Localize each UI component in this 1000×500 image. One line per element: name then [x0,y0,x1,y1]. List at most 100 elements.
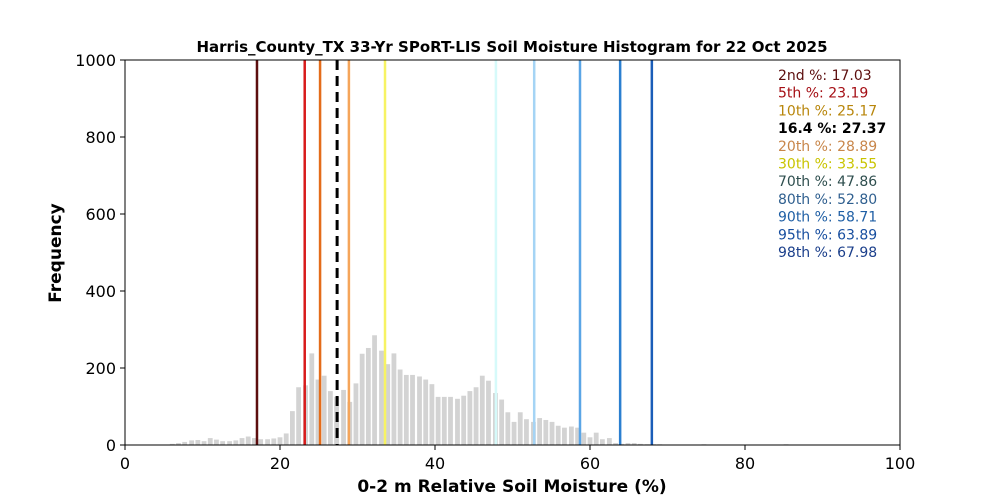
histogram-bar [327,391,333,445]
histogram-bar [315,379,321,445]
histogram-bar [283,433,289,445]
legend-entry: 30th %: 33.55 [778,157,877,173]
histogram-bar [277,437,283,445]
legend-entry: 80th %: 52.80 [778,192,877,208]
histogram-bar [309,353,315,445]
histogram-bar [473,387,479,445]
histogram-bar [613,443,618,445]
legend-entry: 20th %: 28.89 [778,139,877,155]
histogram-bar [631,443,637,445]
legend-entry: 10th %: 25.17 [778,103,877,119]
histogram-bar [619,443,625,445]
histogram-bar [207,438,213,445]
histogram-bar [379,350,384,445]
histogram-bar [220,441,226,445]
x-tick-label: 40 [425,454,445,473]
histogram-bar [403,374,409,445]
x-tick-label: 60 [580,454,600,473]
plot-frame [124,59,901,446]
chart-title: Harris_County_TX 33-Yr SPoRT-LIS Soil Mo… [196,38,827,56]
histogram-bar [214,439,219,445]
legend-entry: 2nd %: 17.03 [778,68,872,84]
histogram-bar [499,399,505,445]
histogram-bar [227,441,233,445]
histogram-bar [549,421,555,445]
histogram-bar [423,379,429,445]
histogram-bar [189,440,195,445]
x-tick-label: 20 [270,454,290,473]
histogram-bar [252,438,257,445]
x-axis-label: 0-2 m Relative Soil Moisture (%) [357,477,666,497]
histogram-bar [233,440,239,445]
histogram-bar [517,412,523,445]
histogram-bar [486,380,491,445]
histogram-bar [625,443,631,445]
x-tick-label: 100 [885,454,916,473]
legend-entry: 5th %: 23.19 [778,86,868,102]
histogram-bar [448,396,453,445]
histogram-bar [258,439,264,445]
histogram-bar [587,437,593,445]
histogram-bar [575,427,581,445]
percentile-lines [255,60,654,445]
legend-entry: 70th %: 47.86 [778,174,877,190]
histogram-bar [182,441,188,445]
histogram-bar [505,412,511,445]
histogram-bar [435,396,441,445]
histogram-bar [410,374,415,445]
histogram-bar [555,425,561,445]
histogram-bar [568,426,574,445]
histogram-bar [176,443,181,445]
histogram-bar [593,432,599,445]
histogram-bar [239,438,245,445]
y-tick-label: 600 [85,205,116,224]
histogram-bar [455,398,460,445]
histogram-bar [353,383,359,445]
histogram-bar [385,364,391,445]
histogram-bar [271,438,277,445]
histogram-bar [245,436,251,445]
histogram-bar [372,335,377,445]
legend-entry: 16.4 %: 27.37 [778,121,886,137]
histogram-bar [581,432,587,445]
y-axis-label: Frequency [46,203,66,303]
histogram-bar [169,443,175,445]
histogram-bar [537,418,543,445]
y-axis-ticks: 0 200 400 600 800 1000 [75,51,125,455]
legend-entry: 90th %: 58.71 [778,210,877,226]
y-tick-label: 1000 [75,51,116,70]
histogram-bar [467,391,473,445]
histogram-bar [511,421,517,445]
histogram-bar [265,439,271,445]
histogram-bar [321,375,327,445]
histogram-bar [391,353,397,445]
histogram-bar [296,387,302,445]
histogram-bar [341,389,346,445]
y-tick-label: 800 [85,128,116,147]
x-tick-label: 0 [120,454,130,473]
histogram-bar [359,353,365,445]
histogram-bar [417,376,422,445]
legend-entry: 98th %: 67.98 [778,245,877,261]
histogram-bar [365,347,371,445]
histogram-bar [524,419,529,445]
histogram-bar [201,441,207,445]
histogram-bar [637,443,643,445]
histogram-bar [606,438,612,445]
histogram-bar [562,427,567,445]
histogram-bar [479,375,485,445]
histogram-bar [461,395,467,445]
y-tick-label: 200 [85,359,116,378]
histogram-bar [429,384,435,445]
y-tick-label: 0 [106,436,116,455]
histogram-bar [289,411,295,445]
histogram-bar [599,439,605,445]
x-axis-ticks: 0 20 40 60 80 100 [120,445,915,473]
histogram-bar [543,419,549,445]
x-tick-label: 80 [735,454,755,473]
y-tick-label: 400 [85,282,116,301]
histogram-bar [441,396,447,445]
legend-entry: 95th %: 63.89 [778,227,877,243]
